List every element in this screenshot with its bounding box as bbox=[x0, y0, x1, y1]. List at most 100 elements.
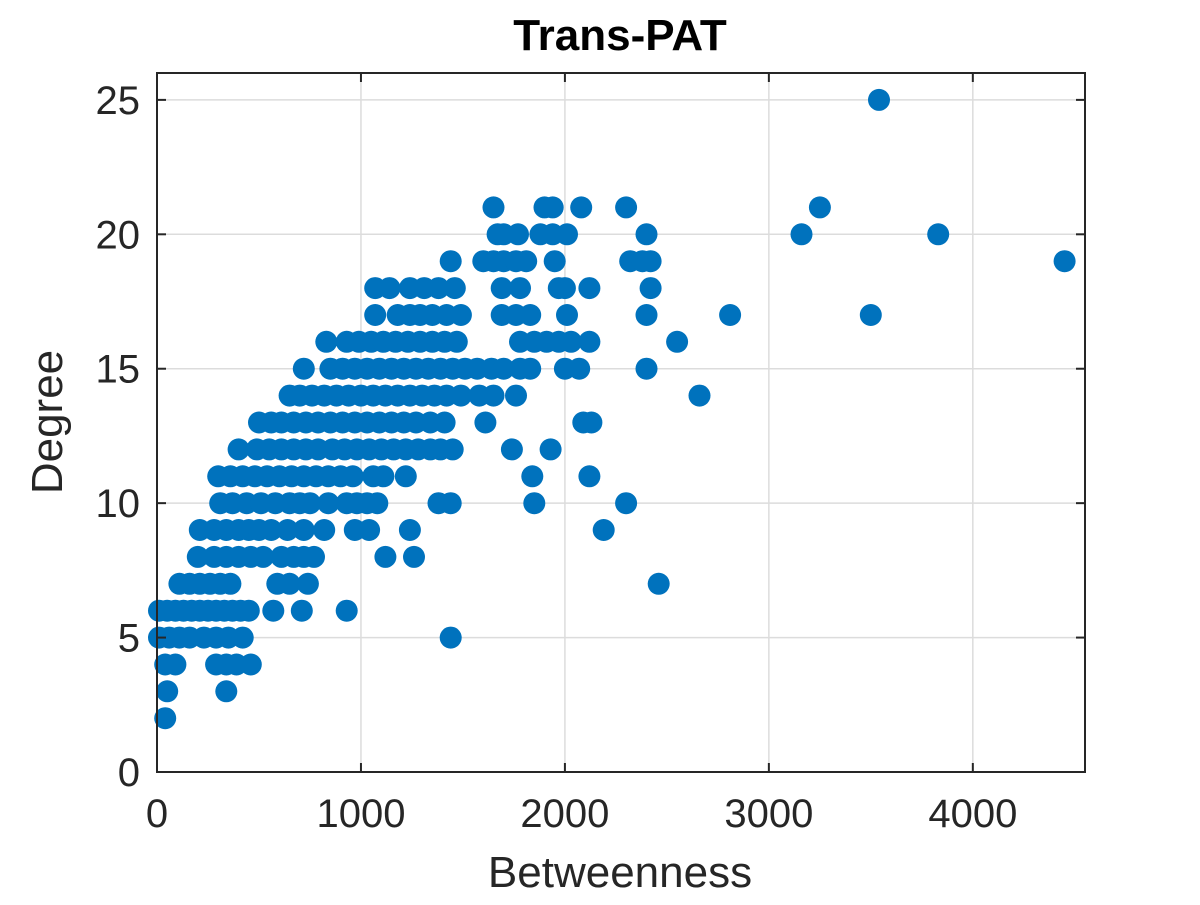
data-point bbox=[719, 304, 742, 326]
tick-labels: 0 1000 2000 3000 4000 0 5 10 15 20 25 bbox=[96, 79, 1018, 836]
data-point bbox=[164, 653, 187, 676]
data-point bbox=[313, 519, 336, 541]
data-point bbox=[449, 304, 472, 326]
data-point bbox=[364, 304, 387, 326]
data-point bbox=[394, 465, 417, 488]
y-axis-label: Degree bbox=[23, 350, 72, 494]
x-tick-label: 2000 bbox=[520, 792, 609, 836]
data-point bbox=[639, 250, 662, 273]
data-point bbox=[231, 626, 254, 649]
data-point bbox=[515, 250, 538, 273]
data-point bbox=[341, 465, 364, 488]
data-point bbox=[403, 545, 425, 568]
data-point bbox=[303, 545, 325, 568]
y-tick-label: 15 bbox=[96, 348, 141, 392]
data-point bbox=[666, 330, 689, 353]
data-point bbox=[647, 572, 670, 595]
data-point bbox=[1053, 250, 1076, 273]
data-point bbox=[635, 357, 658, 380]
data-point bbox=[519, 357, 542, 380]
data-point bbox=[443, 277, 466, 300]
data-point bbox=[262, 599, 285, 622]
data-point bbox=[358, 519, 381, 541]
data-point bbox=[317, 492, 340, 515]
data-point bbox=[790, 223, 813, 246]
data-point bbox=[509, 277, 531, 300]
data-point bbox=[398, 519, 421, 541]
data-point bbox=[578, 330, 601, 353]
axes-frame bbox=[156, 72, 1086, 773]
data-point bbox=[570, 196, 593, 219]
data-point bbox=[299, 492, 321, 515]
data-point bbox=[378, 277, 401, 300]
data-point bbox=[556, 304, 578, 326]
data-point bbox=[543, 250, 566, 273]
data-point bbox=[335, 599, 358, 622]
data-point bbox=[239, 653, 262, 676]
y-tick-label: 5 bbox=[118, 617, 140, 661]
y-tick-label: 0 bbox=[118, 751, 140, 795]
chart-title: Trans-PAT bbox=[513, 11, 727, 60]
data-point bbox=[635, 223, 658, 246]
x-tick-label: 3000 bbox=[724, 792, 813, 836]
data-point bbox=[441, 438, 464, 461]
data-point bbox=[186, 545, 209, 568]
data-point bbox=[927, 223, 950, 246]
data-point bbox=[578, 277, 601, 300]
data-point bbox=[523, 492, 546, 515]
data-point bbox=[154, 707, 177, 730]
data-point bbox=[568, 357, 591, 380]
data-point bbox=[639, 277, 662, 300]
data-point bbox=[808, 196, 831, 219]
data-point bbox=[519, 304, 542, 326]
data-point bbox=[560, 330, 582, 353]
data-point bbox=[276, 519, 299, 541]
data-point bbox=[252, 545, 275, 568]
x-axis-label: Betweenness bbox=[488, 848, 752, 897]
y-tick-label: 10 bbox=[96, 482, 141, 526]
y-tick-label: 20 bbox=[96, 213, 141, 257]
data-point bbox=[507, 223, 529, 246]
data-point bbox=[615, 196, 638, 219]
data-point bbox=[260, 519, 283, 541]
data-points bbox=[148, 88, 1076, 730]
data-point bbox=[427, 277, 450, 300]
data-point bbox=[439, 492, 462, 515]
data-point bbox=[433, 411, 456, 434]
data-point bbox=[219, 572, 242, 595]
data-point bbox=[521, 465, 544, 488]
data-point bbox=[156, 680, 179, 703]
data-point bbox=[366, 492, 389, 515]
data-point bbox=[556, 223, 578, 246]
data-point bbox=[215, 680, 238, 703]
data-point bbox=[541, 196, 564, 219]
data-point bbox=[374, 545, 397, 568]
data-point bbox=[578, 465, 601, 488]
plot-frame bbox=[156, 72, 1086, 773]
data-point bbox=[227, 438, 250, 461]
data-point bbox=[688, 384, 711, 407]
data-point bbox=[315, 330, 338, 353]
data-point bbox=[859, 304, 882, 326]
data-point bbox=[296, 572, 319, 595]
data-point bbox=[278, 572, 301, 595]
data-point bbox=[492, 357, 515, 380]
x-tick-label: 4000 bbox=[928, 792, 1017, 836]
data-point bbox=[592, 519, 615, 541]
data-point bbox=[500, 438, 523, 461]
data-point bbox=[505, 384, 527, 407]
data-point bbox=[482, 196, 505, 219]
y-tick-label: 25 bbox=[96, 79, 141, 123]
data-point bbox=[553, 277, 576, 300]
data-point bbox=[635, 304, 658, 326]
data-point bbox=[474, 411, 497, 434]
data-point bbox=[539, 438, 562, 461]
x-tick-label: 0 bbox=[146, 792, 168, 836]
data-point bbox=[449, 384, 472, 407]
data-point bbox=[290, 599, 313, 622]
data-point bbox=[482, 384, 505, 407]
data-point bbox=[445, 330, 468, 353]
x-tick-label: 1000 bbox=[316, 792, 405, 836]
